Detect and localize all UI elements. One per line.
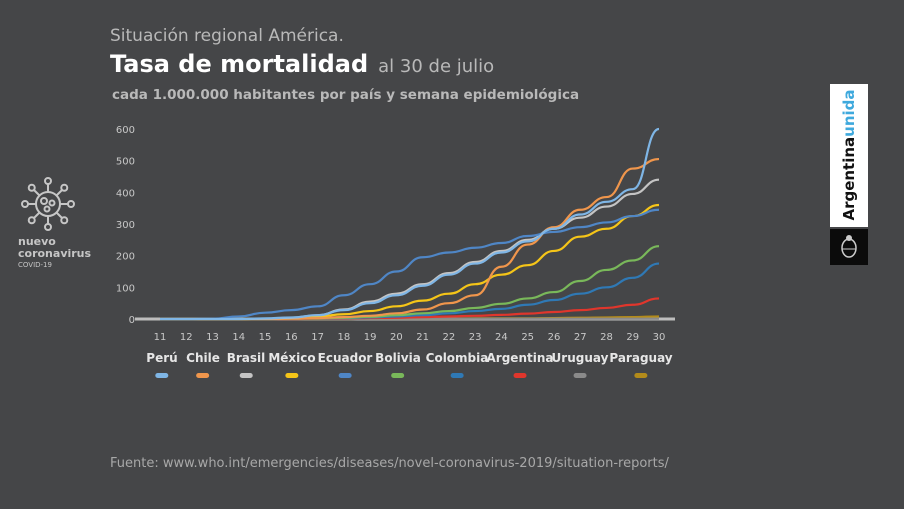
x-tick-label: 28 bbox=[600, 332, 613, 343]
legend-swatch bbox=[338, 373, 352, 378]
legend-label: Bolivia bbox=[375, 351, 421, 365]
legend-label: Colombia bbox=[425, 351, 489, 365]
x-tick-label: 29 bbox=[626, 332, 639, 343]
x-tick-label: 15 bbox=[259, 332, 272, 343]
legend-label: Perú bbox=[146, 351, 178, 365]
subtitle: cada 1.000.000 habitantes por país y sem… bbox=[112, 87, 580, 103]
coat-of-arms-icon bbox=[841, 235, 857, 258]
legend-item: Argentina bbox=[486, 351, 554, 378]
x-tick-label: 11 bbox=[154, 332, 167, 343]
y-tick-label: 0 bbox=[129, 315, 135, 326]
supertitle: Situación regional América. bbox=[110, 26, 344, 46]
x-tick-label: 18 bbox=[337, 332, 350, 343]
virus-icon bbox=[21, 177, 75, 231]
legend-item: Paraguay bbox=[609, 351, 673, 378]
y-tick-label: 400 bbox=[116, 188, 135, 199]
legend-item: Brasil bbox=[226, 351, 266, 378]
x-tick-label: 14 bbox=[232, 332, 245, 343]
legend-label: Uruguay bbox=[551, 351, 609, 365]
legend-item: Perú bbox=[146, 351, 178, 378]
legend-swatch bbox=[285, 373, 299, 378]
series-line-perú bbox=[159, 127, 660, 321]
legend-item: Chile bbox=[186, 351, 220, 378]
x-tick-label: 17 bbox=[311, 332, 324, 343]
legend-swatch bbox=[391, 373, 405, 378]
series-line-ecuador bbox=[159, 208, 660, 321]
title-text: Tasa de mortalidad bbox=[110, 50, 369, 78]
x-tick-label: 21 bbox=[416, 332, 429, 343]
series-line-brasil bbox=[159, 178, 660, 321]
coronavirus-logo: nuevo coronavirus COVID-19 bbox=[18, 176, 92, 270]
legend-swatch bbox=[155, 373, 169, 378]
x-tick-label: 12 bbox=[180, 332, 193, 343]
y-tick-label: 200 bbox=[116, 252, 135, 263]
legend-item: Uruguay bbox=[551, 351, 609, 378]
logo-line-3: COVID-19 bbox=[18, 261, 52, 269]
x-tick-label: 22 bbox=[443, 332, 456, 343]
legend-swatch bbox=[196, 373, 210, 378]
x-tick-label: 30 bbox=[653, 332, 666, 343]
x-tick-label: 27 bbox=[574, 332, 587, 343]
legend-label: Argentina bbox=[486, 351, 554, 365]
legend-swatch bbox=[634, 373, 648, 378]
source-note: Fuente: www.who.int/emergencies/diseases… bbox=[110, 456, 669, 471]
legend-label: México bbox=[268, 351, 316, 365]
logo-line-2: coronavirus bbox=[18, 247, 92, 260]
legend-label: Ecuador bbox=[317, 351, 373, 365]
y-tick-label: 500 bbox=[116, 157, 135, 168]
x-tick-label: 13 bbox=[206, 332, 219, 343]
legend-label: Paraguay bbox=[609, 351, 673, 365]
y-tick-label: 100 bbox=[116, 283, 135, 294]
x-tick-label: 26 bbox=[548, 332, 561, 343]
x-tick-label: 16 bbox=[285, 332, 298, 343]
legend-item: Colombia bbox=[425, 351, 489, 378]
y-tick-label: 600 bbox=[116, 125, 135, 136]
series-line-bolivia bbox=[159, 245, 660, 321]
legend-label: Chile bbox=[186, 351, 220, 365]
legend-swatch bbox=[573, 373, 587, 378]
legend-item: México bbox=[268, 351, 316, 378]
argentina-unida-brand: Argentinaunida bbox=[830, 84, 868, 265]
legend-swatch bbox=[513, 373, 527, 378]
series-line-méxico bbox=[159, 203, 660, 321]
x-tick-label: 20 bbox=[390, 332, 403, 343]
x-tick-label: 24 bbox=[495, 332, 508, 343]
x-tick-label: 25 bbox=[521, 332, 534, 343]
page-title: Tasa de mortalidad al 30 de julio bbox=[110, 50, 494, 78]
x-tick-label: 23 bbox=[469, 332, 482, 343]
legend-item: Bolivia bbox=[375, 351, 421, 378]
series-line-chile bbox=[159, 157, 660, 321]
legend-item: Ecuador bbox=[317, 351, 373, 378]
legend-label: Brasil bbox=[226, 351, 266, 365]
legend-swatch bbox=[450, 373, 464, 378]
logo-line-1: nuevo bbox=[18, 235, 56, 248]
legend-swatch bbox=[239, 373, 253, 378]
x-tick-label: 19 bbox=[364, 332, 377, 343]
y-tick-label: 300 bbox=[116, 220, 135, 231]
title-date: al 30 de julio bbox=[378, 56, 495, 77]
